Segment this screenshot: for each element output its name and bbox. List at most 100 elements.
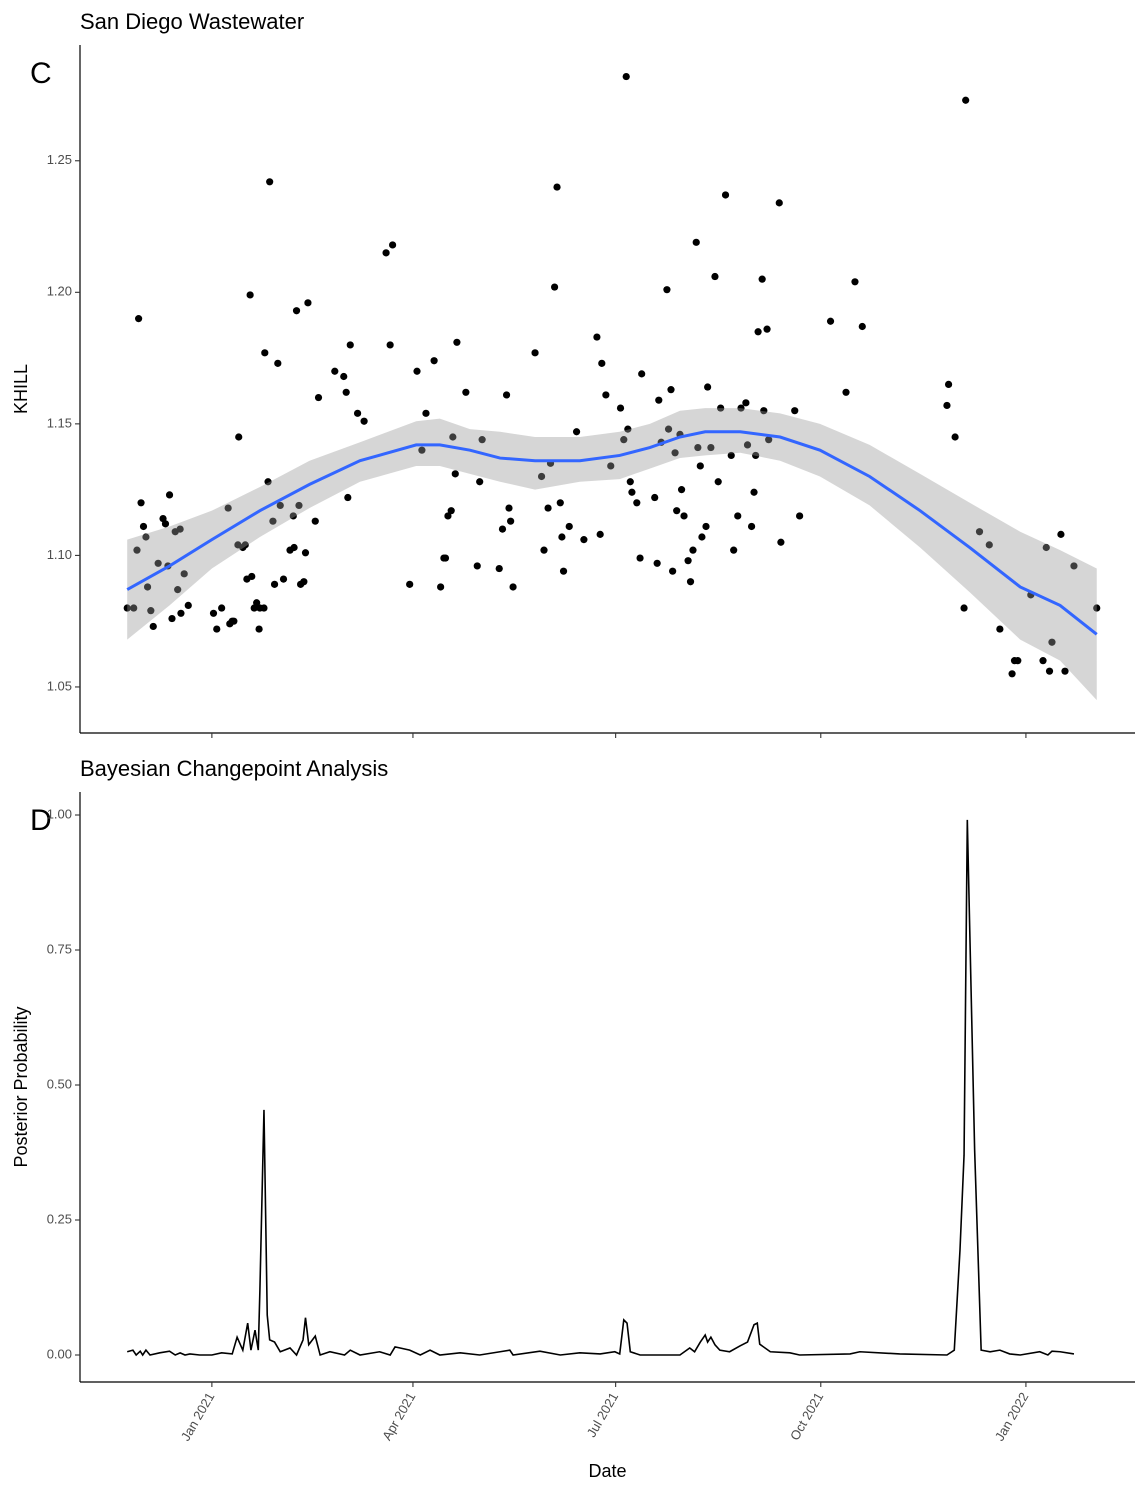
point	[441, 554, 450, 562]
point	[559, 567, 568, 575]
point	[154, 559, 162, 567]
point	[704, 383, 712, 391]
point	[689, 546, 697, 554]
point	[260, 604, 268, 612]
point	[123, 604, 131, 612]
point	[556, 499, 564, 507]
point	[537, 472, 546, 481]
point	[638, 370, 646, 378]
point	[858, 322, 866, 331]
point	[624, 425, 632, 433]
point	[572, 428, 581, 436]
y-tick-label: 1.20	[47, 284, 72, 299]
x-tick-label: Oct 2021	[787, 1390, 826, 1443]
point	[255, 625, 263, 633]
point	[653, 559, 661, 567]
x-axis-title: Date	[588, 1461, 626, 1481]
point	[180, 570, 188, 578]
x-tick-label: Jan 2021	[178, 1390, 218, 1444]
point	[388, 241, 397, 249]
point	[453, 338, 461, 346]
y-axis-title: Posterior Probability	[11, 1006, 31, 1167]
point	[580, 536, 588, 544]
point	[655, 396, 663, 404]
point	[696, 462, 704, 470]
point	[270, 580, 279, 588]
point	[960, 604, 968, 612]
point	[1070, 562, 1078, 570]
point	[626, 478, 634, 486]
y-tick-label: 0.75	[47, 941, 72, 956]
point	[331, 367, 339, 375]
point	[671, 449, 679, 457]
point	[777, 538, 785, 546]
point	[346, 341, 354, 349]
point	[734, 512, 742, 520]
y-tick-label: 1.25	[47, 152, 72, 167]
point	[842, 388, 850, 396]
point	[714, 478, 722, 486]
point	[161, 520, 170, 528]
point	[593, 333, 601, 341]
point	[290, 543, 298, 552]
point	[304, 299, 312, 307]
point	[235, 433, 243, 441]
point	[142, 533, 150, 541]
point	[342, 388, 350, 396]
point	[1008, 670, 1016, 678]
point	[149, 622, 157, 631]
point	[495, 564, 503, 573]
point	[174, 586, 182, 594]
point	[663, 286, 671, 294]
point	[737, 404, 745, 412]
point	[702, 522, 710, 531]
point	[667, 386, 675, 394]
point	[224, 504, 232, 512]
point	[692, 238, 700, 246]
point	[544, 504, 552, 512]
point	[680, 512, 688, 520]
point	[248, 572, 256, 581]
point	[750, 488, 758, 496]
point	[386, 341, 394, 349]
point	[135, 315, 143, 323]
point	[289, 512, 297, 520]
point	[274, 359, 282, 367]
point	[673, 507, 681, 515]
point	[130, 604, 138, 612]
y-tick-label: 0.50	[47, 1076, 72, 1091]
point	[763, 325, 771, 333]
point	[209, 609, 218, 617]
point	[758, 275, 766, 283]
point	[565, 522, 573, 531]
point	[826, 317, 835, 325]
point	[314, 393, 323, 402]
panel-label: D	[30, 804, 52, 837]
x-tick-label: Jan 2022	[992, 1390, 1032, 1444]
point	[1039, 657, 1047, 665]
point	[628, 488, 636, 496]
point	[507, 517, 515, 525]
point	[1061, 667, 1069, 675]
point	[669, 567, 677, 575]
x-tick-label: Jul 2021	[584, 1390, 622, 1440]
point	[241, 541, 249, 549]
point	[796, 512, 804, 520]
probability-line	[126, 819, 1075, 1357]
point	[147, 607, 155, 615]
point	[765, 436, 773, 444]
point	[133, 546, 141, 554]
point	[509, 583, 517, 591]
y-tick-label: 1.00	[47, 806, 72, 821]
point	[478, 436, 486, 444]
y-tick-label: 1.05	[47, 678, 72, 693]
point	[295, 501, 303, 510]
point	[143, 583, 152, 591]
point	[851, 278, 859, 286]
point	[985, 541, 993, 549]
point	[137, 499, 145, 507]
point	[165, 491, 174, 499]
point	[382, 249, 390, 257]
panel-title: Bayesian Changepoint Analysis	[80, 756, 388, 781]
